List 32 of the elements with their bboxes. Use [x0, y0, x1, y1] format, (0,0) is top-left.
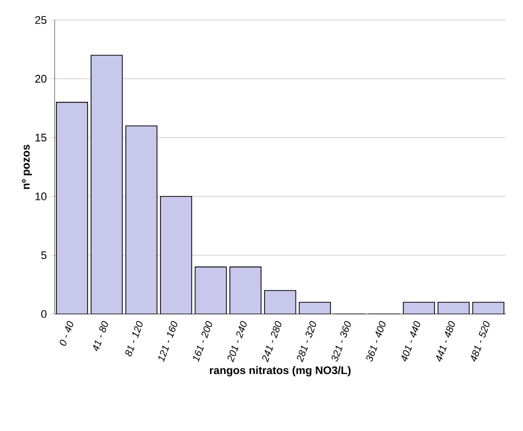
bar: [194, 266, 227, 314]
bar: [472, 302, 504, 314]
x-tick-label: 201 - 240: [228, 321, 247, 362]
bar: [438, 302, 470, 314]
bar: [299, 302, 330, 314]
y-tick-label: 0: [41, 310, 46, 318]
y-tick-label: 20: [35, 74, 46, 83]
y-tick-label: 10: [36, 192, 46, 200]
x-tick-label: 161 - 200: [193, 321, 212, 362]
y-tick-label: 25: [35, 16, 46, 24]
x-tick-label: 361 - 400: [366, 321, 386, 362]
y-axis-title: nº pozos: [22, 144, 32, 189]
x-tick-label: 441 - 480: [436, 321, 455, 362]
bar: [125, 125, 158, 314]
x-tick-label: 0 - 40: [60, 321, 74, 346]
x-tick-label: 41 - 80: [93, 321, 108, 352]
x-tick-label: 81 - 120: [125, 321, 143, 356]
x-tick-label: 121 - 160: [158, 321, 178, 362]
x-tick-label: 481 - 520: [470, 321, 490, 362]
x-tick-label: 281 - 320: [296, 321, 316, 362]
y-tick-label: 5: [41, 251, 46, 260]
bar: [90, 54, 123, 314]
x-axis-title: rangos nitratos (mg NO3/L): [210, 366, 351, 376]
x-tick-label: 401 - 440: [402, 321, 420, 362]
bar: [160, 196, 192, 314]
bar: [264, 290, 296, 314]
y-tick-label: 15: [36, 134, 46, 142]
x-tick-label: 321 - 360: [332, 321, 351, 362]
x-tick-label: 241 - 280: [262, 321, 282, 362]
bar: [229, 266, 262, 314]
bar: [403, 302, 435, 314]
bar: [56, 102, 88, 314]
